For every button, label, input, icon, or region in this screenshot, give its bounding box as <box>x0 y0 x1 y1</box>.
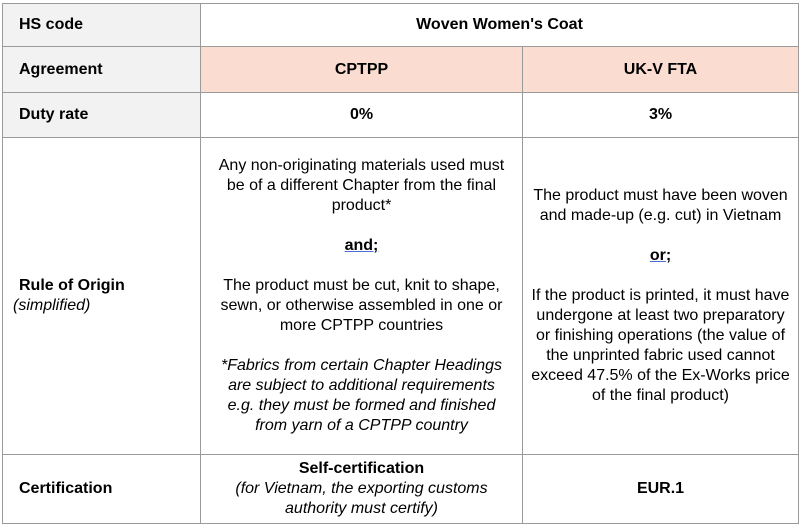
agreement-label: Agreement <box>2 46 201 93</box>
hs-code-label: HS code <box>2 3 201 47</box>
certification-row: Certification Self-certification (for Vi… <box>2 454 800 524</box>
cptpp-header: CPTPP <box>200 46 523 93</box>
duty-rate-row: Duty rate 0% 3% <box>2 92 800 138</box>
rules-of-origin-table: HS code Woven Women's Coat Agreement CPT… <box>2 3 800 524</box>
ukv-rule-p2: If the product is printed, it must have … <box>531 287 790 404</box>
cptpp-connector: and; <box>344 237 379 254</box>
cptpp-duty-rate: 0% <box>200 92 523 138</box>
duty-rate-label: Duty rate <box>2 92 201 138</box>
cptpp-rule-p2: The product must be cut, knit to shape, … <box>220 277 503 334</box>
cptpp-rule-cell: Any non-originating materials used must … <box>200 137 523 455</box>
rule-of-origin-row: Rule of Origin (simplified) Any non-orig… <box>2 137 800 455</box>
cptpp-rule-p1: Any non-originating materials used must … <box>218 157 505 214</box>
rule-of-origin-sublabel: (simplified) <box>13 297 91 314</box>
cptpp-certification-note: (for Vietnam, the exporting customs auth… <box>235 480 488 517</box>
cptpp-rule-note: *Fabrics from certain Chapter Headings a… <box>220 357 502 434</box>
ukv-duty-rate: 3% <box>521 92 800 138</box>
ukv-connector: or; <box>649 247 672 264</box>
rule-of-origin-label: Rule of Origin <box>19 277 125 294</box>
hs-code-row: HS code Woven Women's Coat <box>2 3 800 47</box>
agreement-row: Agreement CPTPP UK-V FTA <box>2 46 800 93</box>
ukv-rule-p1: The product must have been woven and mad… <box>533 187 788 224</box>
product-name: Woven Women's Coat <box>199 3 800 47</box>
cptpp-certification-title: Self-certification <box>298 460 425 477</box>
certification-label: Certification <box>2 454 201 524</box>
ukv-certification: EUR.1 <box>521 454 800 524</box>
ukv-rule-cell: The product must have been woven and mad… <box>521 137 800 455</box>
cptpp-certification-cell: Self-certification (for Vietnam, the exp… <box>200 454 523 524</box>
rule-of-origin-label-cell: Rule of Origin (simplified) <box>2 137 201 455</box>
ukv-header: UK-V FTA <box>521 46 800 93</box>
